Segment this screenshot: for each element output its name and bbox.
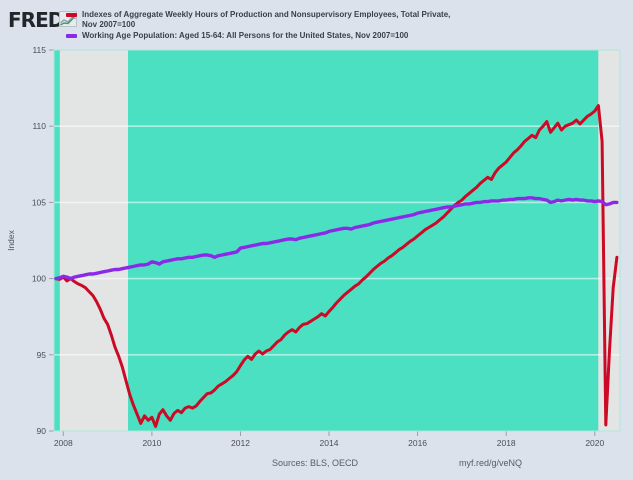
series-line-aggregate-weekly-hours <box>54 104 619 428</box>
legend-entry-population: Working Age Population: Aged 15-64: All … <box>66 31 626 41</box>
y-axis-title: Index <box>6 229 16 251</box>
y-tick-label: 105 <box>32 197 46 207</box>
population-series-swatch <box>66 34 77 38</box>
hours-series-swatch <box>66 13 77 17</box>
plot-border <box>53 49 621 432</box>
legend-hours-line2: Nov 2007=100 <box>82 19 136 29</box>
x-tick-label: 2016 <box>408 438 427 448</box>
y-tick-label: 115 <box>32 45 46 55</box>
plot-area[interactable] <box>54 50 620 431</box>
recession-band <box>59 50 128 431</box>
short-link[interactable]: myf.red/g/veNQ <box>459 458 523 468</box>
legend-entry-hours: Indexes of Aggregate Weekly Hours of Pro… <box>66 10 626 29</box>
series-line-working-age-population <box>54 196 619 281</box>
x-tick-label: 2020 <box>585 438 604 448</box>
x-tick-label: 2012 <box>231 438 250 448</box>
legend-population-line1: Working Age Population: Aged 15-64: All … <box>82 31 409 40</box>
x-tick-label: 2010 <box>142 438 161 448</box>
fred-logo-text: FRED <box>8 8 64 32</box>
sources-label: Sources: BLS, OECD <box>272 458 359 468</box>
y-tick-label: 110 <box>32 121 46 131</box>
y-tick-label: 90 <box>37 426 47 436</box>
x-tick-label: 2014 <box>320 438 339 448</box>
y-tick-label: 95 <box>37 350 47 360</box>
x-tick-label: 2008 <box>54 438 73 448</box>
legend-hours-line1: Indexes of Aggregate Weekly Hours of Pro… <box>82 10 451 19</box>
x-tick-label: 2018 <box>497 438 516 448</box>
y-tick-label: 100 <box>32 274 46 284</box>
chart-legend: Indexes of Aggregate Weekly Hours of Pro… <box>66 10 626 41</box>
